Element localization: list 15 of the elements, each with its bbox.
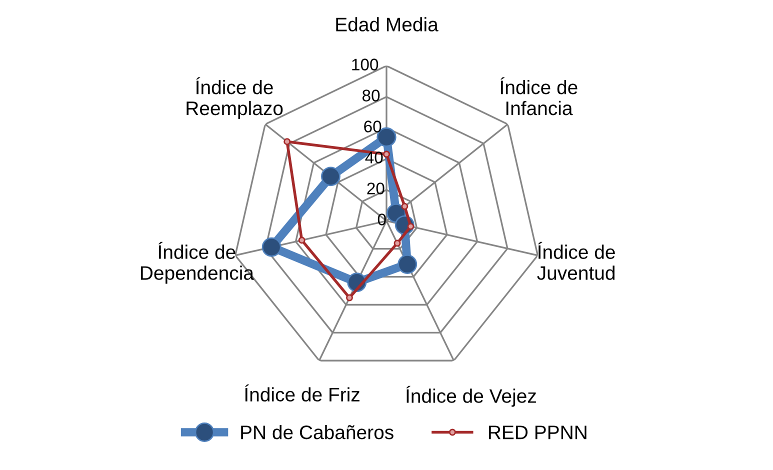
spoke-label: Índice de Dependencia (141, 242, 254, 284)
spoke-label: Índice de Vejez (406, 386, 536, 407)
spoke-label: Índice de Juventud (537, 242, 615, 280)
legend-label: PN de Cabañeros (241, 424, 394, 440)
spoke-label: Índice de Friz (245, 384, 360, 402)
spoke-label: Índice de Reemplazo (186, 77, 283, 120)
y-tick-label: 100 (352, 58, 378, 70)
legend-label: RED PPNN (489, 426, 586, 440)
y-tick-label: 60 (364, 120, 382, 132)
y-tick-label: 80 (362, 90, 380, 102)
spoke-label: Índice de Infancia (500, 77, 578, 116)
y-tick-label: 20 (367, 182, 384, 194)
spoke-label: Edad Media (336, 17, 438, 32)
y-tick-label: 0 (378, 214, 386, 226)
y-tick-label: 40 (365, 152, 383, 164)
